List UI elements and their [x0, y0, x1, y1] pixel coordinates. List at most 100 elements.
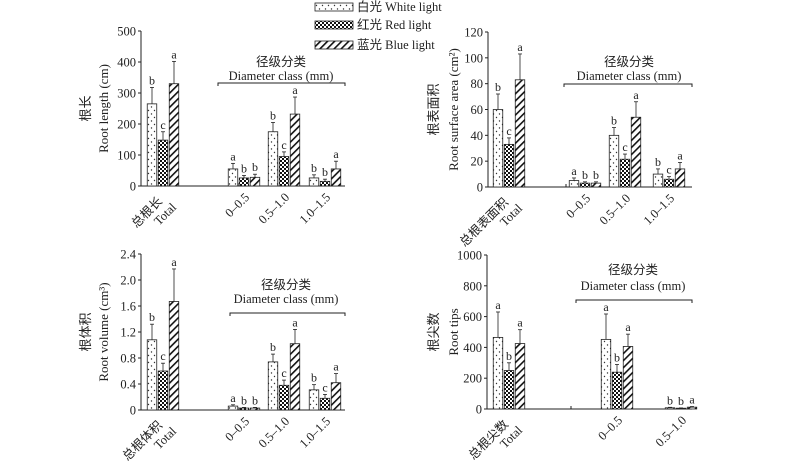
- chart-panel-2: 0 20 40 60 80 100 120 根表面积 Root surface area (cm…: [426, 26, 693, 249]
- significance-letter: b: [593, 168, 599, 182]
- significance-letter: c: [666, 163, 671, 177]
- legend-swatch-white: [314, 2, 354, 12]
- bar-white-light: [227, 405, 239, 411]
- significance-letter: a: [603, 300, 609, 314]
- bar-blue-light: [590, 182, 602, 188]
- y-tick-label: 600: [463, 310, 482, 324]
- y-tick-label: 0.8: [120, 352, 136, 366]
- bar-red-light: [157, 139, 169, 187]
- x-category-label: 1.0–1.5: [297, 414, 333, 450]
- y-tick-label: 400: [117, 56, 136, 70]
- significance-letter: a: [517, 316, 523, 330]
- significance-letter: b: [270, 340, 276, 354]
- y-axis-label-cn: 根表面积: [426, 83, 441, 135]
- significance-letter: b: [655, 155, 661, 169]
- significance-letter: b: [611, 114, 617, 128]
- y-tick-label: 300: [117, 87, 136, 101]
- bar-white-light: [600, 338, 612, 410]
- x-category-label: 1.0–1.5: [641, 191, 677, 227]
- bar-blue-light: [330, 168, 342, 187]
- y-tick-label: 40: [471, 129, 484, 143]
- significance-letter: c: [160, 349, 165, 363]
- significance-letter: c: [322, 380, 327, 394]
- significance-letter: b: [270, 108, 276, 122]
- bar-blue-light: [622, 346, 634, 410]
- group-title-cn: 径级分类: [604, 55, 655, 69]
- bar-blue-light: [289, 113, 301, 187]
- y-tick-label: 1000: [457, 249, 482, 263]
- significance-letter: c: [281, 138, 286, 152]
- significance-letter: a: [292, 315, 298, 329]
- y-tick-label: 0: [477, 181, 483, 195]
- significance-letter: a: [677, 148, 683, 162]
- bar-blue-light: [249, 407, 261, 411]
- significance-letter: b: [241, 393, 247, 407]
- y-tick-label: 100: [464, 51, 483, 65]
- bar-white-light: [664, 407, 676, 410]
- bar-white-light: [267, 361, 279, 411]
- significance-letter: a: [171, 47, 177, 61]
- y-tick-label: 1.2: [120, 326, 136, 340]
- y-tick-label: 60: [471, 103, 484, 117]
- bar-red-light: [611, 371, 623, 410]
- bar-blue-light: [514, 79, 526, 188]
- bar-white-light: [146, 103, 158, 187]
- bar-red-light: [319, 397, 331, 411]
- significance-letter: a: [230, 149, 236, 163]
- bar-white-light: [492, 336, 504, 410]
- bar-white-light: [308, 389, 320, 411]
- bar-red-light: [503, 143, 515, 188]
- y-tick-label: 0: [130, 404, 136, 418]
- group-bracket: [229, 312, 346, 316]
- group-bracket: [575, 299, 693, 303]
- bar-white-light: [608, 134, 620, 188]
- bar-blue-light: [686, 406, 698, 410]
- significance-letter: b: [311, 161, 317, 175]
- x-category-label: 1.0–1.5: [297, 190, 333, 226]
- y-tick-label: 200: [117, 118, 136, 132]
- y-tick-label: 2.0: [120, 274, 136, 288]
- bar-white-light: [652, 173, 664, 188]
- bar-red-light: [503, 370, 515, 410]
- legend-item-red: 红光 Red light: [314, 17, 432, 32]
- bar-blue-light: [514, 343, 526, 410]
- significance-letter: a: [230, 391, 236, 405]
- group-title-en: Diameter class (mm): [577, 69, 682, 83]
- significance-letter: a: [495, 298, 501, 312]
- y-axis-label-en: Root surface area (cm²): [446, 48, 461, 171]
- bar-blue-light: [168, 301, 180, 411]
- bar-blue-light: [289, 343, 301, 411]
- bar-red-light: [278, 156, 290, 187]
- bar-blue-light: [674, 168, 686, 188]
- significance-letter: a: [571, 164, 577, 178]
- bar-white-light: [146, 339, 158, 411]
- chart-panel-1: 0 100 200 300 400 500 根长 Root length (cm) 径级分类Di…: [78, 25, 346, 231]
- group-title-cn: 径级分类: [256, 55, 307, 69]
- significance-letter: b: [252, 393, 258, 407]
- x-category-label: 0.5–1.0: [256, 414, 292, 450]
- legend-swatch-red: [314, 20, 354, 30]
- significance-letter: c: [506, 124, 511, 138]
- y-tick-label: 500: [117, 25, 136, 39]
- x-category-label: 0.5–1.0: [597, 191, 633, 227]
- y-axis-label-en: Root volume (cm³): [96, 282, 111, 381]
- bar-red-light: [238, 177, 250, 187]
- legend: 白光 White light 红光 Red light 蓝光 Blue ligh…: [314, 0, 442, 52]
- legend-swatch-blue: [314, 40, 354, 50]
- bar-blue-light: [168, 83, 180, 187]
- significance-letter: a: [517, 40, 523, 54]
- significance-letter: b: [241, 161, 247, 175]
- y-axis-label-cn: 根尖数: [426, 312, 441, 351]
- significance-letter: a: [333, 147, 339, 161]
- group-title-cn: 径级分类: [608, 263, 659, 277]
- significance-letter: a: [333, 360, 339, 374]
- significance-letter: b: [614, 350, 620, 364]
- significance-letter: a: [625, 320, 631, 334]
- significance-letter: b: [149, 73, 155, 87]
- y-tick-label: 400: [463, 341, 482, 355]
- significance-letter: c: [281, 366, 286, 380]
- x-category-label: 0.5–1.0: [256, 190, 292, 226]
- significance-letter: b: [678, 394, 684, 408]
- significance-letter: b: [582, 168, 588, 182]
- bar-white-light: [308, 177, 320, 187]
